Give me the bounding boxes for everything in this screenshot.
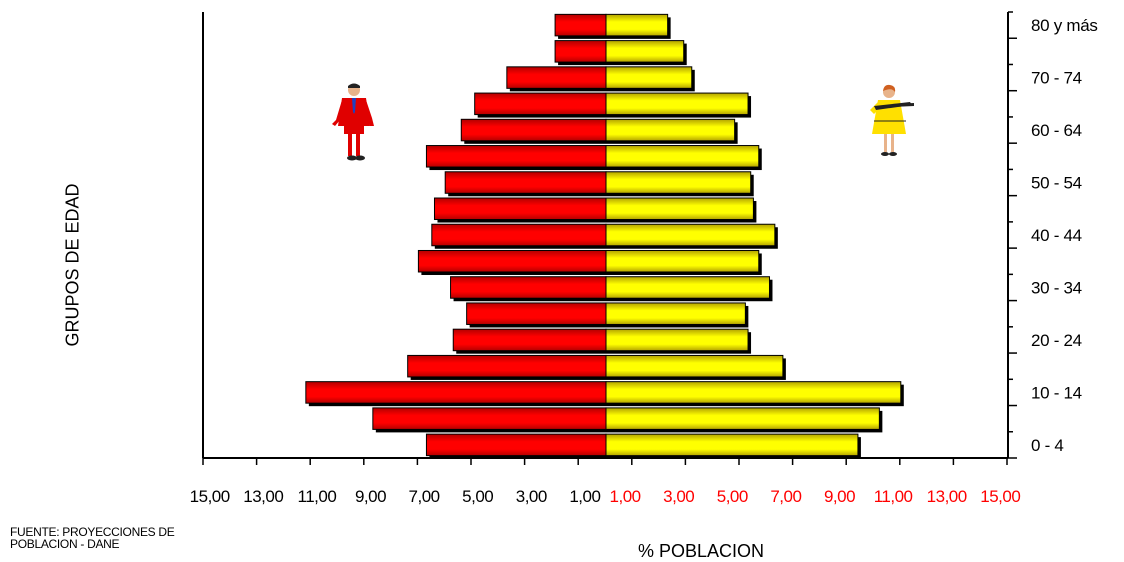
bar-male-12 — [460, 118, 607, 142]
x-tick-label-left: 5,00 — [462, 487, 493, 506]
axes — [202, 12, 1009, 459]
bar-female-14 — [605, 66, 693, 89]
x-tick-label-right: 15,00 — [980, 487, 1020, 506]
bar-female-7 — [605, 249, 760, 273]
x-tick-label-left: 15,00 — [190, 487, 230, 506]
bar-male-9 — [433, 197, 607, 221]
y-tick-label: 10 - 14 — [1031, 383, 1082, 402]
x-tick-label-left: 9,00 — [355, 487, 386, 506]
x-tick-label-left: 1,00 — [569, 487, 600, 506]
y-tick-label: 30 - 34 — [1031, 278, 1082, 297]
x-tick-label-right: 5,00 — [717, 487, 748, 506]
y-tick-label: 70 - 74 — [1031, 69, 1082, 88]
x-tick-label-right: 3,00 — [663, 487, 694, 506]
man-figure-icon — [332, 83, 374, 161]
x-tick-label-right: 1,00 — [610, 487, 641, 506]
x-axis-label: % POBLACION — [638, 541, 765, 561]
x-tick-label-right: 13,00 — [927, 487, 967, 506]
bar-male-10 — [444, 171, 607, 194]
x-tick-label-left: 7,00 — [409, 487, 440, 506]
bars-male — [305, 13, 609, 459]
bar-female-4 — [605, 328, 749, 352]
bar-male-4 — [452, 328, 607, 352]
bar-male-15 — [554, 40, 607, 63]
x-tick-labels: 15,00 13,00 11,00 9,00 7,00 5,00 3,00 1,00 1,00 3… — [190, 458, 1021, 506]
bar-female-0 — [605, 433, 859, 457]
bar-female-10 — [605, 171, 752, 194]
bar-male-1 — [372, 407, 607, 430]
bar-female-12 — [605, 118, 736, 142]
bar-male-6 — [450, 276, 607, 299]
bar-female-11 — [605, 145, 760, 168]
y-tick-label: 60 - 64 — [1031, 121, 1082, 140]
y-tick-label: 80 y más — [1031, 16, 1098, 35]
bar-male-16 — [554, 13, 607, 37]
bar-female-2 — [605, 381, 902, 404]
source-note: FUENTE: PROYECCIONES DE POBLACION - DANE — [10, 525, 175, 551]
bar-male-7 — [417, 249, 607, 273]
y-tick-label: 50 - 54 — [1031, 174, 1082, 193]
woman-figure-icon — [870, 84, 914, 156]
bar-male-11 — [425, 145, 607, 168]
x-tick-label-left: 3,00 — [516, 487, 547, 506]
bar-female-1 — [605, 407, 880, 430]
bar-female-9 — [605, 197, 754, 221]
bars-female — [605, 13, 904, 459]
bar-male-0 — [425, 433, 607, 457]
bar-female-16 — [605, 13, 669, 37]
y-tick-labels: 0 - 4 10 - 14 20 - 24 30 - 34 40 - 44 50 - 54… — [1008, 11, 1098, 459]
bar-female-6 — [605, 276, 770, 299]
bar-male-8 — [431, 223, 607, 247]
source-line-1: FUENTE: PROYECCIONES DE — [10, 525, 175, 539]
bar-female-13 — [605, 92, 749, 116]
x-tick-label-left: 11,00 — [298, 487, 337, 506]
y-tick-label: 20 - 24 — [1031, 331, 1082, 350]
x-tick-label-right: 9,00 — [824, 487, 855, 506]
x-tick-label-right: 7,00 — [770, 487, 801, 506]
bar-female-15 — [605, 40, 685, 63]
bar-male-5 — [466, 302, 607, 325]
x-tick-label-left: 13,00 — [243, 487, 283, 506]
y-axis-label: GRUPOS DE EDAD — [62, 183, 83, 347]
y-tick-label: 40 - 44 — [1031, 226, 1082, 245]
bar-female-5 — [605, 302, 746, 325]
source-line-2: POBLACION - DANE — [10, 537, 120, 551]
bar-male-3 — [407, 354, 607, 378]
bar-female-8 — [605, 223, 776, 247]
bar-male-13 — [474, 92, 607, 116]
bar-male-2 — [305, 381, 607, 404]
y-tick-label: 0 - 4 — [1031, 436, 1064, 455]
bar-male-14 — [506, 66, 607, 89]
x-tick-label-right: 11,00 — [874, 487, 913, 506]
bar-female-3 — [605, 354, 784, 378]
